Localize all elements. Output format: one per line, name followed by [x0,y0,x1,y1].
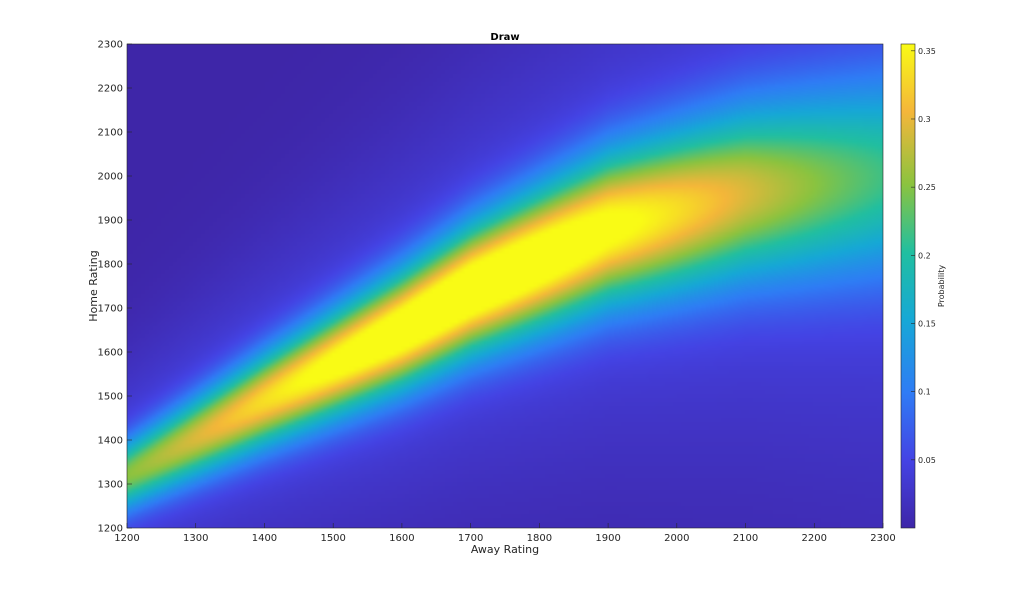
x-tick-label: 2200 [802,533,827,544]
colorbar [900,43,916,529]
x-tick-label: 1600 [389,533,414,544]
x-tick-label: 1400 [252,533,277,544]
y-tick-label: 2200 [98,84,123,95]
y-tick-label: 2000 [98,172,123,183]
y-tick-label: 1400 [98,436,123,447]
x-tick-label: 1900 [595,533,620,544]
y-tick-label: 2100 [98,128,123,139]
plot-frame [126,43,884,529]
y-tick-label: 1900 [98,216,123,227]
colorbar-tick-label: 0.25 [918,183,936,192]
x-tick-label: 2000 [664,533,689,544]
y-tick-label: 1200 [98,524,123,535]
x-tick-label: 1200 [114,533,139,544]
y-tick-label: 1600 [98,348,123,359]
colorbar-tick-label: 0.35 [918,47,936,56]
x-tick-label: 2300 [870,533,895,544]
colorbar-tick-label: 0.2 [918,251,931,260]
colorbar-ticks: 0.05 0.1 0.15 0.2 0.25 0.3 0.35 [911,47,936,465]
y-tick-label: 1500 [98,392,123,403]
y-tick-label: 1700 [98,304,123,315]
x-axis: 1200 1300 1400 1500 1600 1700 1800 1900 2000 2100… [114,523,896,544]
y-tick-label: 1300 [98,480,123,491]
colorbar-tick-label: 0.3 [918,115,931,124]
chart-title: Draw [490,32,519,43]
x-tick-label: 1700 [458,533,483,544]
colorbar-tick-label: 0.05 [918,456,936,465]
colorbar-label: Probability [937,265,946,308]
y-tick-label: 1800 [98,260,123,271]
x-tick-label: 1300 [183,533,208,544]
colorbar-tick-label: 0.1 [918,388,931,397]
y-axis: 1200 1300 1400 1500 1600 1700 1800 1900 2000 2100… [98,40,132,535]
colorbar-tick-label: 0.15 [918,319,936,328]
x-tick-label: 1500 [320,533,345,544]
y-tick-label: 2300 [98,40,123,51]
x-axis-label: Away Rating [471,543,539,556]
heatmap-plot-area [127,44,883,528]
x-tick-label: 1800 [527,533,552,544]
y-axis-label: Home Rating [87,250,100,321]
x-tick-label: 2100 [733,533,758,544]
